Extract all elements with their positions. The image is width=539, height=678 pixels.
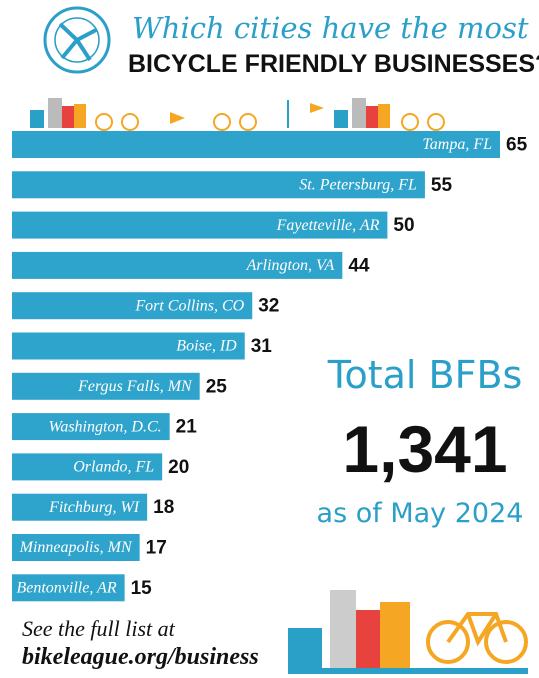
header-icons xyxy=(30,98,445,131)
bar xyxy=(12,332,245,360)
bar-label: St. Petersburg, FL xyxy=(299,176,417,193)
value-label: 17 xyxy=(146,538,167,559)
title: Which cities have the most xyxy=(132,11,529,45)
bar xyxy=(12,131,500,158)
value-label: 20 xyxy=(168,457,189,478)
bar xyxy=(12,171,425,199)
bar xyxy=(12,292,253,320)
value-label: 18 xyxy=(153,497,174,518)
logo xyxy=(43,6,111,74)
bar-label: Orlando, FL xyxy=(73,459,154,476)
subtitle: BICYCLE FRIENDLY BUSINESSES? xyxy=(128,50,539,78)
bar-label: Fitchburg, WI xyxy=(48,499,140,516)
bar xyxy=(12,493,148,521)
value-label: 44 xyxy=(348,255,370,276)
bar-label: Fayetteville, AR xyxy=(276,217,380,234)
footer-line: See the full list at xyxy=(22,616,176,641)
bar-label: Fort Collins, CO xyxy=(134,297,244,314)
bar-label: Tampa, FL xyxy=(422,136,492,153)
total-value: 1,341 xyxy=(342,412,507,486)
bar-label: Washington, D.C. xyxy=(48,418,161,435)
value-label: 65 xyxy=(506,135,528,156)
bar-label: Boise, ID xyxy=(176,338,237,355)
total-label: Total BFBs xyxy=(327,353,523,397)
bar-label: Fergus Falls, MN xyxy=(77,378,193,395)
bar xyxy=(12,251,343,279)
bar-label: Minneapolis, MN xyxy=(19,539,133,556)
bar-label: Bentonville, AR xyxy=(16,579,116,596)
value-label: 31 xyxy=(251,336,273,357)
bar xyxy=(12,574,125,602)
bar xyxy=(12,211,388,239)
value-label: 55 xyxy=(431,175,453,196)
value-label: 25 xyxy=(206,376,228,397)
bar xyxy=(12,453,163,481)
value-label: 32 xyxy=(258,296,279,317)
footer-link: bikeleague.org/business xyxy=(22,644,259,670)
bar xyxy=(12,372,200,400)
bar xyxy=(12,534,140,561)
value-label: 15 xyxy=(131,578,153,599)
footer-icons xyxy=(288,590,528,674)
value-label: 21 xyxy=(176,417,198,438)
value-label: 50 xyxy=(393,215,414,236)
bar-label: Arlington, VA xyxy=(246,257,335,274)
as-of: as of May 2024 xyxy=(317,498,524,529)
bar xyxy=(12,413,170,441)
